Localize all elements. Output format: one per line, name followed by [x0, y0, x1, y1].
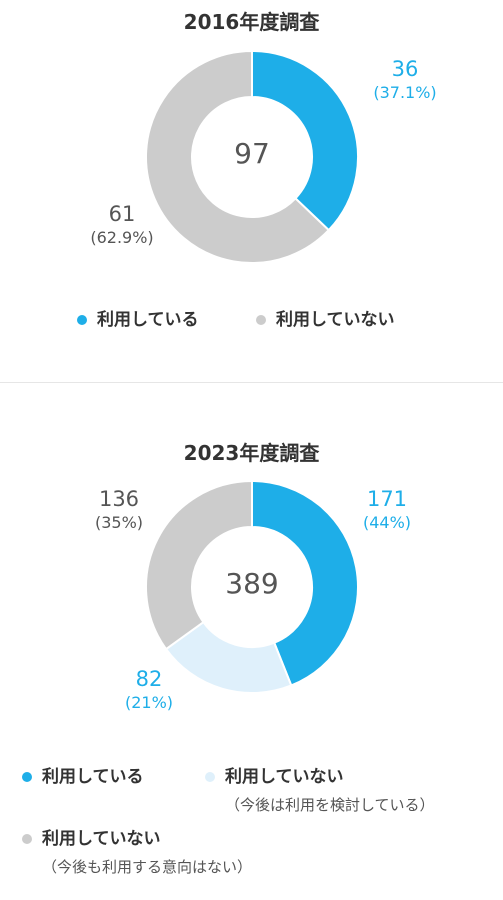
slice-label-2023-considering: 82 (21%)	[104, 666, 194, 714]
legend-dot	[22, 772, 32, 782]
slice-label-2023-using: 171 (44%)	[344, 486, 430, 534]
section-divider	[0, 382, 503, 383]
slice-percent: (21%)	[124, 693, 174, 713]
legend-dot	[205, 772, 215, 782]
donut-slice-2	[145, 479, 253, 651]
donut-slice-0	[251, 479, 359, 687]
legend-sublabel: （今後も利用する意向はない）	[42, 858, 253, 876]
donut-slice-1	[145, 49, 331, 264]
donut-slice-0	[251, 49, 359, 232]
slice-label-2016-not-using: 61 (62.9%)	[74, 201, 170, 249]
legend-item-using: 利用している	[22, 766, 144, 788]
slice-value: 171	[366, 487, 408, 511]
center-total-2023: 389	[225, 567, 279, 600]
legend-item-considering: 利用していない （今後は利用を検討している）	[205, 766, 435, 816]
slice-label-2023-no-intention: 136 (35%)	[74, 486, 164, 534]
center-total-2016: 97	[234, 137, 270, 170]
donut-chart-2016	[145, 49, 359, 264]
legend-dot	[256, 315, 266, 325]
legend-item-not-using: 利用していない	[256, 309, 395, 331]
legend-item-using: 利用している	[77, 309, 199, 331]
slice-value: 36	[391, 57, 419, 81]
slice-percent: (37.1%)	[373, 83, 437, 103]
chart-title-2016: 2016年度調査	[183, 10, 320, 34]
slice-value: 82	[135, 667, 163, 691]
legend-label: 利用していない	[42, 829, 161, 849]
legend-dot	[22, 834, 32, 844]
legend-label: 利用している	[42, 767, 144, 787]
slice-value: 136	[98, 487, 140, 511]
donut-chart-2023	[145, 479, 359, 694]
slice-label-2016-using: 36 (37.1%)	[360, 56, 450, 104]
slice-percent: (62.9%)	[90, 228, 154, 248]
legend-label: 利用していない	[276, 310, 395, 330]
slice-percent: (35%)	[94, 513, 144, 533]
slice-value: 61	[108, 202, 136, 226]
legend-sublabel: （今後は利用を検討している）	[225, 796, 435, 814]
legend-item-no-intention: 利用していない （今後も利用する意向はない）	[22, 828, 252, 878]
chart-title-2023: 2023年度調査	[183, 441, 320, 465]
legend-label: 利用していない	[225, 767, 344, 787]
legend-label: 利用している	[97, 310, 199, 330]
slice-percent: (44%)	[362, 513, 412, 533]
legend-dot	[77, 315, 87, 325]
